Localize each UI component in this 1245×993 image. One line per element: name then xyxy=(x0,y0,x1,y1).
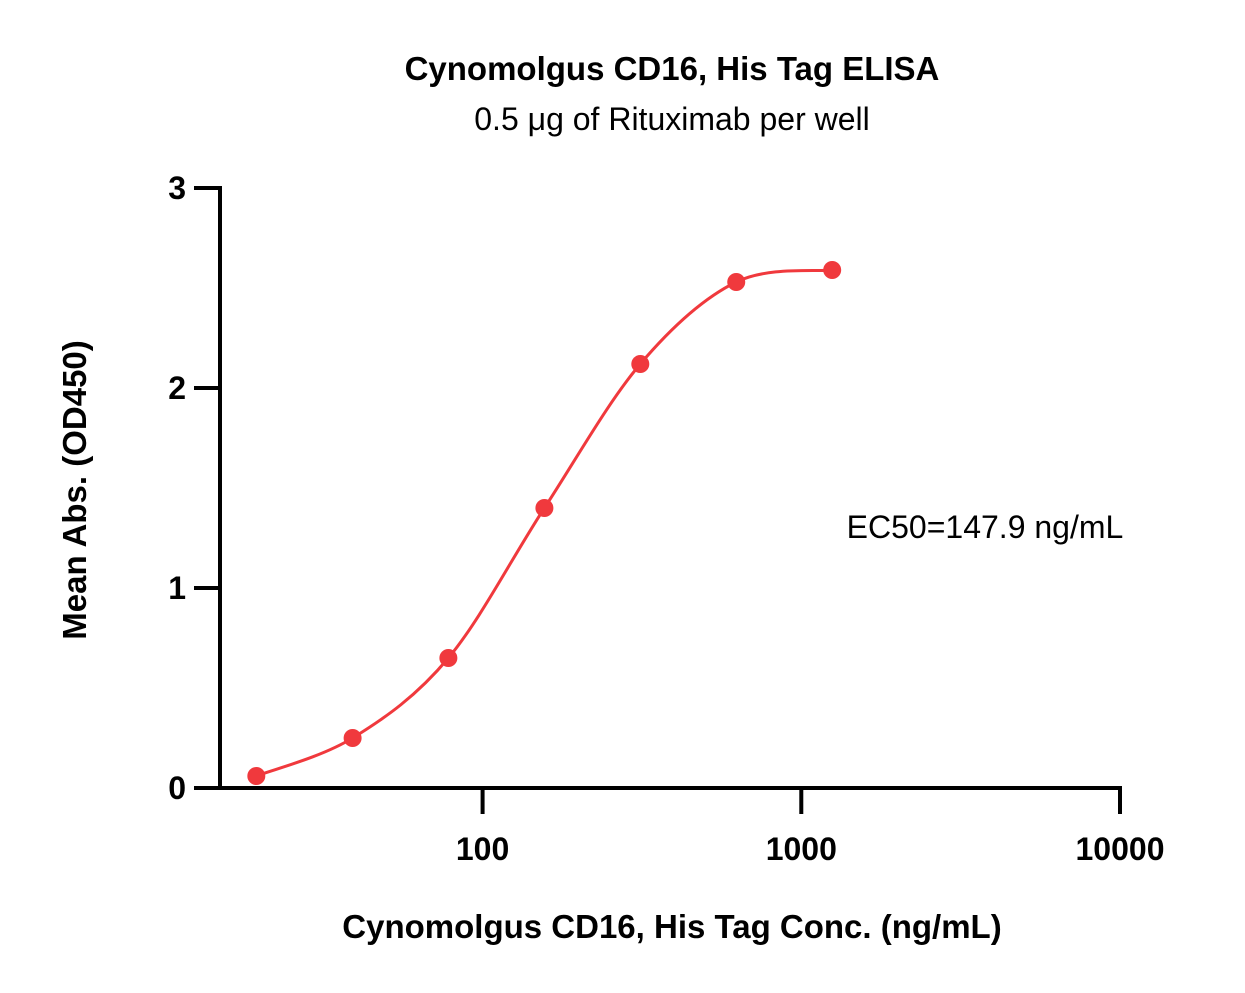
x-tick-label: 10000 xyxy=(1076,831,1165,867)
data-point xyxy=(343,729,362,747)
ec50-annotation: EC50=147.9 ng/mL xyxy=(847,509,1124,545)
data-point xyxy=(439,649,458,667)
data-point xyxy=(535,499,554,517)
y-tick-label: 3 xyxy=(168,170,186,206)
data-point xyxy=(727,273,746,291)
fit-curve xyxy=(255,268,833,778)
y-axis-title: Mean Abs. (OD450) xyxy=(56,340,93,640)
x-axis-title: Cynomolgus CD16, His Tag Conc. (ng/mL) xyxy=(342,908,1001,945)
data-points xyxy=(247,261,842,785)
data-point xyxy=(823,261,842,279)
y-tick-label: 2 xyxy=(168,370,186,406)
x-tick-label: 1000 xyxy=(766,831,837,867)
chart-subtitle: 0.5 μg of Rituximab per well xyxy=(474,101,870,137)
y-tick-label: 0 xyxy=(168,770,186,806)
x-tick-label: 100 xyxy=(456,831,509,867)
x-ticks: 100 1000 10000 xyxy=(456,788,1165,867)
chart-title: Cynomolgus CD16, His Tag ELISA xyxy=(405,50,940,87)
y-ticks: 0 1 2 3 xyxy=(168,170,220,806)
axes xyxy=(194,186,1122,790)
y-tick-label: 1 xyxy=(168,570,186,606)
data-point xyxy=(631,355,650,373)
data-point xyxy=(247,767,266,785)
